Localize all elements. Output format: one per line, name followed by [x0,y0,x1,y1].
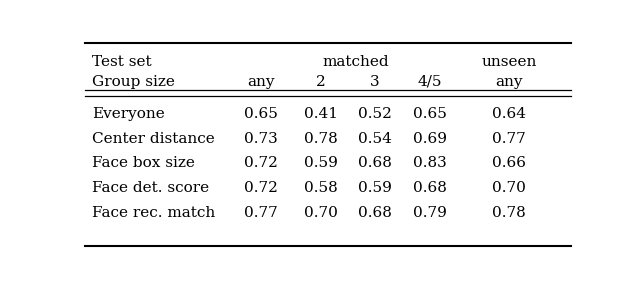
Text: 0.58: 0.58 [304,181,337,195]
Text: Group size: Group size [92,75,175,89]
Text: 0.77: 0.77 [492,132,526,146]
Text: 0.64: 0.64 [492,107,526,121]
Text: 0.65: 0.65 [413,107,447,121]
Text: 0.83: 0.83 [413,156,447,170]
Text: 0.54: 0.54 [358,132,392,146]
Text: 0.72: 0.72 [244,181,278,195]
Text: unseen: unseen [481,55,537,69]
Text: 0.73: 0.73 [244,132,278,146]
Text: 0.41: 0.41 [303,107,337,121]
Text: 0.65: 0.65 [244,107,278,121]
Text: matched: matched [322,55,388,69]
Text: 4/5: 4/5 [417,75,442,89]
Text: 0.59: 0.59 [358,181,392,195]
Text: 0.68: 0.68 [413,181,447,195]
Text: 2: 2 [316,75,325,89]
Text: 0.79: 0.79 [413,206,447,220]
Text: 0.69: 0.69 [413,132,447,146]
Text: 0.70: 0.70 [492,181,526,195]
Text: 0.70: 0.70 [303,206,337,220]
Text: 0.66: 0.66 [492,156,526,170]
Text: 3: 3 [371,75,380,89]
Text: 0.52: 0.52 [358,107,392,121]
Text: 0.59: 0.59 [303,156,337,170]
Text: 0.72: 0.72 [244,156,278,170]
Text: Face det. score: Face det. score [92,181,209,195]
Text: 0.68: 0.68 [358,156,392,170]
Text: Test set: Test set [92,55,152,69]
Text: Center distance: Center distance [92,132,215,146]
Text: Face rec. match: Face rec. match [92,206,216,220]
Text: 0.78: 0.78 [492,206,526,220]
Text: any: any [495,75,523,89]
Text: Face box size: Face box size [92,156,195,170]
Text: 0.78: 0.78 [304,132,337,146]
Text: any: any [247,75,275,89]
Text: 0.77: 0.77 [244,206,278,220]
Text: 0.68: 0.68 [358,206,392,220]
Text: Everyone: Everyone [92,107,165,121]
